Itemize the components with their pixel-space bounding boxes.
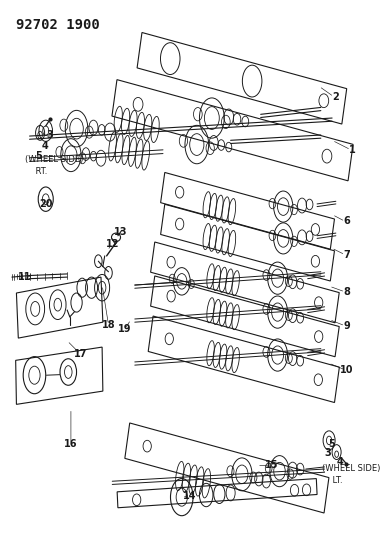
Text: 15: 15 [265, 461, 279, 470]
Text: 5: 5 [328, 439, 335, 449]
Text: 7: 7 [344, 250, 350, 260]
Text: 20: 20 [39, 199, 53, 209]
Text: 13: 13 [114, 227, 128, 237]
Text: 12: 12 [105, 239, 119, 249]
Text: 3: 3 [47, 130, 54, 140]
Text: 18: 18 [102, 320, 115, 330]
Text: (WHEEL SIDE)
    LT.: (WHEEL SIDE) LT. [321, 464, 380, 484]
Text: 10: 10 [340, 365, 354, 375]
Text: 17: 17 [74, 349, 87, 359]
Text: 92702 1900: 92702 1900 [16, 18, 100, 33]
Text: 14: 14 [183, 490, 197, 500]
Text: 19: 19 [118, 324, 131, 334]
Text: (WHEEL SIDE)
    RT.: (WHEEL SIDE) RT. [25, 155, 83, 176]
Text: 8: 8 [344, 287, 350, 297]
Text: 4: 4 [336, 457, 343, 466]
Text: 2: 2 [332, 92, 339, 102]
Text: 11: 11 [18, 272, 31, 282]
Text: 4: 4 [41, 141, 48, 151]
Text: 9: 9 [344, 321, 350, 331]
Text: 6: 6 [344, 216, 350, 227]
Text: 3: 3 [324, 448, 331, 458]
Text: 5: 5 [36, 151, 42, 161]
Text: 16: 16 [64, 439, 78, 449]
Text: 1: 1 [349, 145, 356, 155]
